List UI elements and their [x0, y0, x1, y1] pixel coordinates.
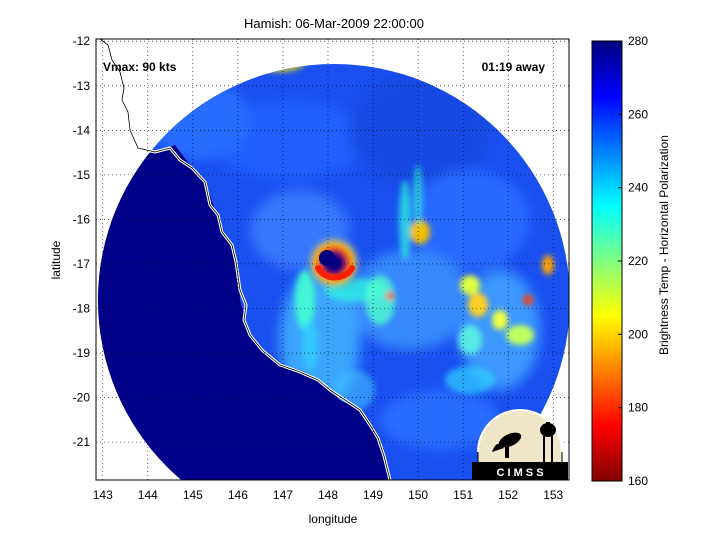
x-tick-label: 149	[363, 488, 383, 502]
vmax-annotation: Vmax: 90 kts	[103, 60, 177, 74]
y-tick-label: -14	[73, 123, 91, 137]
x-tick-label: 144	[138, 488, 158, 502]
x-tick-label: 151	[453, 488, 473, 502]
x-tick-label: 146	[228, 488, 248, 502]
cimss-logo: C I M S S	[472, 409, 568, 480]
axes-frame	[95, 38, 570, 481]
x-tick-label: 148	[318, 488, 338, 502]
colorbar-tick-label: 180	[628, 401, 648, 415]
time-away-annotation: 01:19 away	[482, 60, 546, 74]
grid	[96, 39, 569, 480]
y-tick-label: -21	[73, 435, 91, 449]
y-tick-label: -12	[73, 34, 91, 48]
x-tick-label: 153	[543, 488, 563, 502]
y-tick-label: -16	[73, 212, 91, 226]
x-tick-label: 143	[93, 488, 113, 502]
colorbar-tick-label: 280	[628, 34, 648, 48]
plot-title: Hamish: 06-Mar-2009 22:00:00	[244, 16, 424, 31]
colorbar	[591, 40, 623, 482]
colorbar-tick-label: 240	[628, 181, 648, 195]
x-tick-label: 152	[498, 488, 518, 502]
colorbar-label: Brightness Temp - Horizontal Polarizatio…	[657, 135, 671, 355]
y-tick-label: -19	[73, 346, 91, 360]
y-axis-label: latitude	[49, 240, 63, 279]
y-tick-label: -17	[73, 257, 91, 271]
logo-text: C I M S S	[496, 467, 543, 479]
colorbar-tick-label: 160	[628, 474, 648, 488]
y-tick-label: -13	[73, 79, 91, 93]
swath-image	[98, 39, 569, 480]
y-tick-labels: -12 -13 -14 -15 -16 -17 -18 -19 -20 -21	[73, 34, 91, 449]
colorbar-tick-label: 260	[628, 107, 648, 121]
x-axis-label: longitude	[309, 512, 358, 526]
y-tick-label: -20	[73, 391, 91, 405]
y-tick-label: -18	[73, 302, 91, 316]
x-tick-label: 147	[273, 488, 293, 502]
colorbar-ticks: 280 260 240 220 200 180 160	[618, 34, 648, 488]
colorbar-tick-label: 200	[628, 327, 648, 341]
colorbar-tick-label: 220	[628, 254, 648, 268]
y-tick-label: -15	[73, 168, 91, 182]
x-tick-label: 145	[183, 488, 203, 502]
x-tick-label: 150	[408, 488, 428, 502]
x-tick-labels: 143 144 145 146 147 148 149 150 151 152 153	[93, 488, 564, 502]
